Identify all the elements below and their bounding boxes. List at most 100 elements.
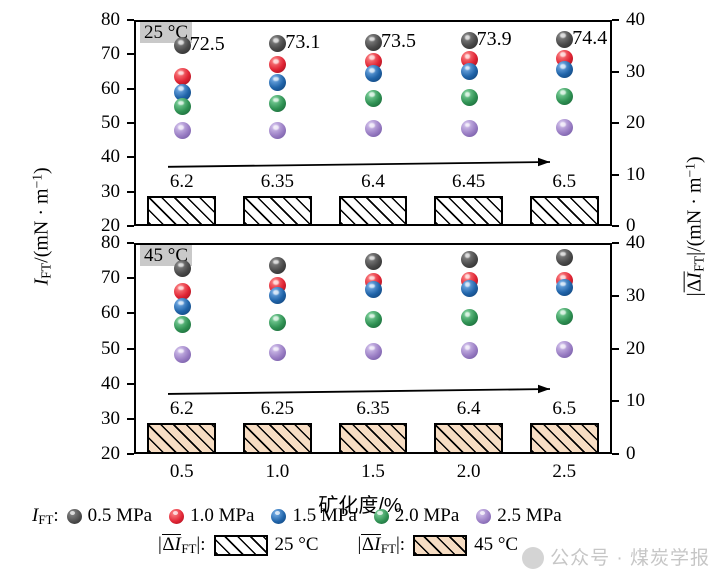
y-tick-mark-right [612, 19, 619, 21]
bar-value-label: 6.4 [361, 170, 385, 192]
data-point-marker [269, 35, 287, 53]
data-point-marker [460, 279, 478, 297]
y-tick-label-right: 10 [626, 163, 645, 185]
y-tick-label-left: 30 [101, 407, 120, 429]
x-tick-label: 1.5 [361, 461, 385, 482]
legend-item-2[interactable]: 1.5 MPa [271, 505, 357, 527]
data-point-marker [173, 316, 191, 334]
y-tick-label-left: 70 [101, 267, 120, 289]
legend-item-0[interactable]: 0.5 MPa [66, 505, 153, 527]
legend-dot-icon [169, 508, 185, 524]
bar [338, 195, 408, 226]
bar [147, 195, 217, 226]
y-tick-label-left: 60 [101, 77, 120, 99]
data-point-label: 73.9 [476, 28, 512, 51]
y-tick-mark-right [612, 453, 619, 455]
y-axis-left-label: IFT/(mN · m−1) [29, 167, 54, 286]
legend-label: 0.5 MPa [87, 505, 153, 527]
legend-scatter: IFT: 0.5 MPa 1.0 MPa 1.5 MPa 2.0 MPa 2.5… [32, 505, 579, 528]
x-tick-label: 0.5 [169, 461, 194, 482]
y-tick-mark-left [127, 347, 134, 350]
y-tick-mark-right [612, 122, 619, 124]
y-tick-label-right: 30 [626, 60, 645, 82]
data-point-marker [460, 342, 478, 360]
y-tick-label-left: 50 [101, 112, 120, 133]
y-tick-mark-left [127, 417, 134, 420]
bar [529, 195, 599, 226]
y-tick-mark-left [127, 242, 134, 244]
legend-bar-item-25c[interactable]: 25 °C [213, 534, 319, 556]
bar [529, 423, 599, 454]
y-tick-label-right: 40 [626, 232, 645, 253]
data-point-marker [173, 259, 191, 277]
bar [338, 423, 408, 454]
legend-item-3[interactable]: 2.0 MPa [373, 505, 459, 527]
y-tick-label-left: 20 [101, 443, 120, 464]
trend-arrow [167, 157, 551, 168]
data-point-marker [365, 33, 382, 51]
data-point-marker [556, 341, 574, 359]
data-point-marker [556, 307, 574, 325]
data-point-marker [173, 283, 191, 301]
data-point-marker [269, 257, 287, 274]
data-point-marker [269, 73, 287, 91]
data-point-label: 72.5 [189, 33, 225, 56]
bar [242, 195, 312, 226]
y-tick-label-right: 0 [626, 215, 636, 236]
data-point-label: 74.4 [572, 26, 608, 49]
data-point-marker [365, 342, 382, 360]
y-tick-label-left: 20 [101, 215, 120, 236]
bar-value-label: 6.2 [169, 398, 194, 420]
y-tick-label-right: 10 [626, 390, 645, 412]
y-tick-label-right: 40 [626, 9, 645, 30]
legend-bar-item-45c[interactable]: 45 °C [413, 534, 518, 556]
bar-value-label: 6.45 [451, 170, 486, 192]
data-point-marker [460, 250, 478, 268]
trend-arrow [167, 384, 551, 395]
y-tick-mark-left [127, 312, 134, 315]
y-tick-mark-left [127, 122, 134, 124]
data-point-marker [556, 119, 574, 137]
bar-value-label: 6.35 [356, 398, 390, 420]
data-point-marker [269, 94, 287, 112]
data-point-marker [269, 56, 287, 74]
y-tick-mark-left [127, 225, 134, 227]
data-point-marker [556, 248, 574, 266]
data-point-marker [556, 87, 574, 105]
data-point-marker [365, 120, 382, 138]
legend-bars: |ΔIFT|: 25 °C |ΔIFT|: 45 °C [158, 534, 535, 557]
y-tick-label-right: 30 [626, 284, 645, 306]
legend-bar-title-2: |ΔIFT|: [357, 534, 406, 556]
watermark-icon [522, 547, 545, 569]
y-tick-label-left: 50 [101, 337, 120, 359]
data-point-marker [269, 287, 287, 305]
y-tick-mark-left [127, 156, 134, 159]
legend-bar-title-1: |ΔIFT|: [158, 534, 206, 556]
y-tick-mark-right [612, 294, 619, 297]
legend-bar-label: 25 °C [274, 534, 319, 556]
y-tick-mark-right [612, 347, 619, 350]
bar-value-label: 6.25 [260, 398, 295, 420]
y-tick-mark-left [127, 453, 134, 455]
y-tick-label-left: 80 [101, 9, 120, 30]
data-point-marker [460, 89, 478, 107]
legend-dot-icon [373, 508, 389, 524]
data-point-marker [460, 32, 478, 50]
data-point-marker [173, 37, 191, 55]
bar-value-label: 6.5 [552, 170, 577, 192]
data-point-marker [173, 297, 191, 315]
y-tick-mark-right [612, 173, 619, 176]
data-point-marker [173, 345, 191, 363]
bar-value-label: 6.5 [552, 398, 577, 420]
y-tick-mark-right [612, 70, 619, 73]
data-point-marker [556, 30, 574, 48]
y-tick-mark-right [612, 400, 619, 403]
legend-item-4[interactable]: 2.5 MPa [476, 505, 562, 527]
y-tick-label-left: 40 [101, 146, 120, 168]
legend-bar-swatch-25c [213, 534, 268, 556]
y-tick-label-right: 20 [626, 337, 645, 359]
legend-item-1[interactable]: 1.0 MPa [169, 505, 254, 527]
data-point-marker [556, 61, 574, 79]
y-tick-label-left: 60 [101, 302, 120, 324]
